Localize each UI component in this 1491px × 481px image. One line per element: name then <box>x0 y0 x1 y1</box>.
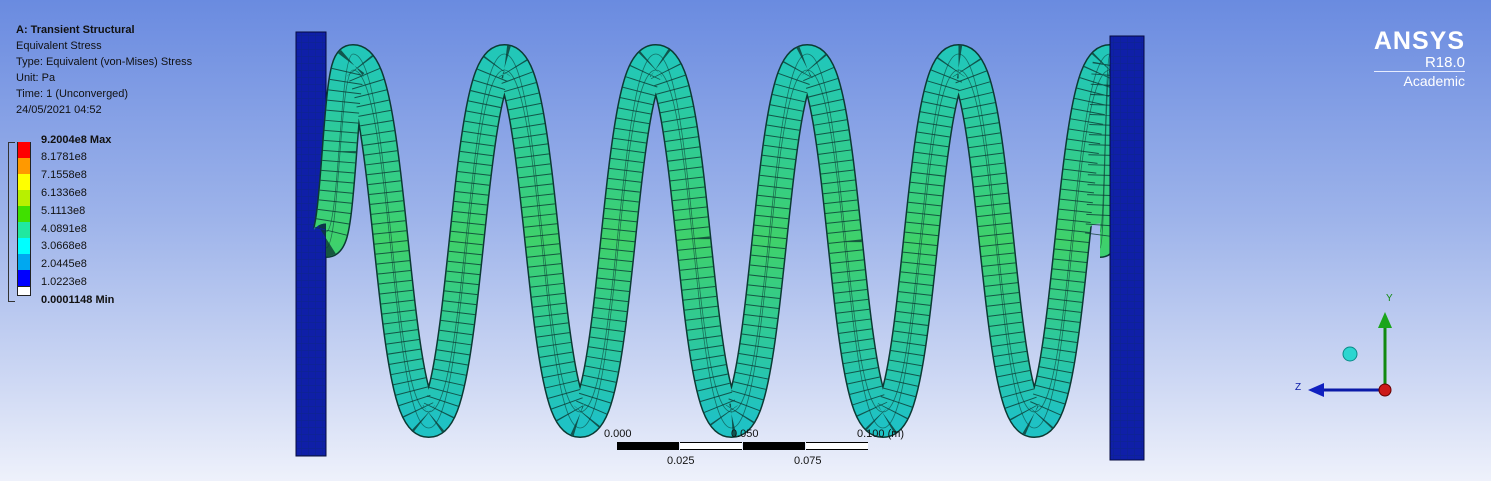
legend-swatch <box>17 206 31 222</box>
legend-level-label: 2.0445e8 <box>41 258 87 270</box>
legend-swatch <box>17 254 31 270</box>
spring-coil-seam <box>325 53 1111 413</box>
legend-level-label: 6.1336e8 <box>41 187 87 199</box>
legend-swatch <box>17 142 31 158</box>
scale-segment <box>617 442 679 450</box>
scale-label: 0.050 <box>731 428 759 440</box>
spring-coil <box>309 45 1127 437</box>
z-axis-arrowhead-icon <box>1308 383 1324 397</box>
scale-label: 0.100 (m) <box>857 428 905 440</box>
legend-level-label: 8.1781e8 <box>41 151 87 163</box>
legend-max-label: 9.2004e8 Max <box>41 134 112 146</box>
analysis-title: A: Transient Structural <box>16 24 135 36</box>
legend-swatch <box>17 238 31 254</box>
scale-segment <box>680 442 742 450</box>
legend-level-label: 7.1558e8 <box>41 169 87 181</box>
legend-swatch <box>17 174 31 190</box>
ansys-logo: ANSYS R18.0 Academic <box>1373 27 1465 89</box>
scale-label: 0.025 <box>667 455 695 467</box>
result-info: A: Transient Structural Equivalent Stres… <box>16 22 192 118</box>
legend-swatch <box>17 270 31 286</box>
z-axis-label: Z <box>1295 382 1301 393</box>
result-unit: Unit: Pa <box>16 72 56 84</box>
result-name: Equivalent Stress <box>16 40 102 52</box>
result-time: Time: 1 (Unconverged) <box>16 88 129 100</box>
y-axis-arrowhead-icon <box>1378 312 1392 328</box>
legend-swatch <box>17 158 31 174</box>
scale-label: 0.000 <box>604 428 632 440</box>
ansys-name: ANSYS <box>1373 27 1465 55</box>
result-type: Type: Equivalent (von-Mises) Stress <box>16 56 193 68</box>
scale-label: 0.075 <box>794 455 822 467</box>
ansys-version: R18.0 <box>1424 54 1465 71</box>
scale-segment <box>743 442 805 450</box>
legend-swatch <box>17 286 31 296</box>
result-date: 24/05/2021 04:52 <box>16 104 102 116</box>
legend-min-label: 0.0001148 Min <box>41 294 115 306</box>
y-axis-label: Y <box>1386 293 1393 304</box>
x-axis-origin-icon <box>1378 383 1392 397</box>
left-end-plate-mesh <box>296 32 326 456</box>
legend-level-label: 1.0223e8 <box>41 276 87 288</box>
coordinate-triad[interactable]: Y Z <box>1290 288 1410 408</box>
iso-view-ball-icon[interactable] <box>1342 346 1358 362</box>
legend-swatch <box>17 190 31 206</box>
scale-segment <box>806 442 868 450</box>
ansys-edition: Academic <box>1373 71 1465 89</box>
legend-level-label: 4.0891e8 <box>41 223 87 235</box>
legend-swatch <box>17 222 31 238</box>
spring-coil-seam <box>325 69 1111 429</box>
legend-level-label: 3.0668e8 <box>41 240 87 252</box>
legend-bracket <box>8 142 15 302</box>
right-end-plate-mesh <box>1110 36 1144 460</box>
legend-level-label: 5.1113e8 <box>41 205 86 217</box>
